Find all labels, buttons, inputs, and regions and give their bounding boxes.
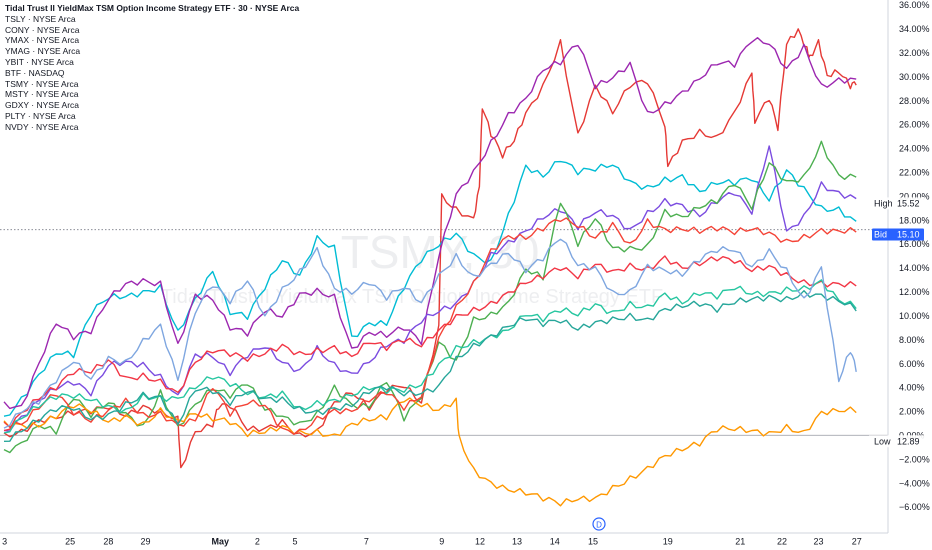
x-tick-label: 13 bbox=[512, 537, 522, 547]
x-tick-label: 2 bbox=[255, 537, 260, 547]
y-tick-label: 34.00% bbox=[899, 24, 930, 34]
series-line-ymag[interactable] bbox=[3, 145, 857, 432]
series-line-cony[interactable] bbox=[3, 160, 857, 417]
series-line-plty[interactable] bbox=[3, 290, 857, 442]
price-tag-bg bbox=[872, 228, 924, 241]
time-axis[interactable]: 3 25 28 29 May 2 5 7 9 12 13 14 15 19 21 22 23 27 bbox=[2, 537, 862, 547]
series-line-msty[interactable] bbox=[3, 217, 857, 435]
x-tick-label: 19 bbox=[663, 537, 673, 547]
y-tick-label: 8.00% bbox=[899, 335, 925, 345]
price-tag-bg bbox=[869, 435, 926, 448]
y-tick-label: 4.00% bbox=[899, 383, 925, 393]
y-tick-label: 26.00% bbox=[899, 120, 930, 130]
watermark-name: Tidal Trust II YieldMax TSM Option Incom… bbox=[161, 286, 663, 308]
x-tick-label: 12 bbox=[475, 537, 485, 547]
legend-item-tsly[interactable]: TSLY · NYSE Arca bbox=[5, 13, 76, 24]
price-tags: High 15.52 Bid 15.10 Low 12.89 bbox=[869, 197, 926, 448]
footer-icon[interactable]: D bbox=[592, 517, 606, 531]
price-tag-label: High bbox=[874, 199, 893, 209]
y-tick-label: −4.00% bbox=[899, 478, 930, 488]
y-tick-label: 32.00% bbox=[899, 48, 930, 58]
x-tick-label: 28 bbox=[103, 537, 113, 547]
legend-item-cony[interactable]: CONY · NYSE Arca bbox=[5, 24, 80, 35]
x-tick-label: 23 bbox=[814, 537, 824, 547]
price-axis[interactable]: 36.00% 34.00% 32.00% 30.00% 28.00% 26.00% 24.0… bbox=[0, 0, 930, 534]
x-tick-label: 14 bbox=[550, 537, 560, 547]
series-line-ymax[interactable] bbox=[3, 37, 857, 410]
legend-item-ymax[interactable]: YMAX · NYSE Arca bbox=[5, 35, 80, 46]
y-tick-label: 28.00% bbox=[899, 96, 930, 106]
legend-item-plty[interactable]: PLTY · NYSE Arca bbox=[5, 110, 76, 121]
price-tag-label: Low bbox=[874, 436, 891, 446]
y-tick-label: 14.00% bbox=[899, 263, 930, 273]
price-tag-low: Low 12.89 bbox=[869, 435, 926, 448]
series-line-tsmy[interactable] bbox=[3, 255, 857, 432]
y-tick-label: 2.00% bbox=[899, 407, 925, 417]
x-tick-label: 21 bbox=[735, 537, 745, 547]
legend-item-ybit[interactable]: YBIT · NYSE Arca bbox=[5, 56, 74, 67]
x-tick-label: 3 bbox=[2, 537, 7, 547]
y-tick-label: 12.00% bbox=[899, 287, 930, 297]
x-tick-label: 29 bbox=[140, 537, 150, 547]
legend-item-nvdy[interactable]: NVDY · NYSE Arca bbox=[5, 121, 79, 132]
y-tick-label: 30.00% bbox=[899, 72, 930, 82]
events-icon[interactable] bbox=[592, 517, 606, 531]
price-tag-bg bbox=[869, 197, 926, 210]
x-tick-label: 22 bbox=[777, 537, 787, 547]
y-tick-label: 16.00% bbox=[899, 239, 930, 249]
price-tag-high: High 15.52 bbox=[869, 197, 926, 210]
legend-item-gdxy[interactable]: GDXY · NYSE Arca bbox=[5, 100, 80, 111]
price-tag-label: Bid bbox=[874, 230, 887, 240]
series-lines bbox=[3, 28, 857, 507]
y-tick-label: −2.00% bbox=[899, 454, 930, 464]
x-tick-label: 15 bbox=[588, 537, 598, 547]
price-tag-bid: Bid 15.10 bbox=[872, 228, 924, 241]
y-tick-label: 18.00% bbox=[899, 215, 930, 225]
series-line-tsly[interactable] bbox=[3, 28, 857, 469]
y-tick-label: 20.00% bbox=[899, 191, 930, 201]
x-tick-label: May bbox=[211, 537, 229, 547]
events-icon-label: D bbox=[596, 520, 602, 529]
x-tick-label: 25 bbox=[65, 537, 75, 547]
y-tick-label: 24.00% bbox=[899, 144, 930, 154]
chart-title: Tidal Trust II YieldMax TSM Option Incom… bbox=[5, 3, 300, 13]
y-tick-label: 22.00% bbox=[899, 168, 930, 178]
series-line-nvdy[interactable] bbox=[3, 238, 857, 429]
x-tick-label: 5 bbox=[293, 537, 298, 547]
legend-item-msty[interactable]: MSTY · NYSE Arca bbox=[5, 89, 79, 100]
legend-item-tsmy[interactable]: TSMY · NYSE Arca bbox=[5, 78, 79, 89]
y-tick-label: 10.00% bbox=[899, 311, 930, 321]
x-tick-label: 9 bbox=[439, 537, 444, 547]
x-tick-label: 27 bbox=[852, 537, 862, 547]
y-tick-label: 6.00% bbox=[899, 359, 925, 369]
price-tag-value: 15.10 bbox=[897, 230, 920, 240]
price-tag-value: 12.89 bbox=[897, 436, 920, 446]
y-tick-label: −6.00% bbox=[899, 502, 930, 512]
legend-item-btf[interactable]: BTF · NASDAQ bbox=[5, 67, 65, 78]
y-tick-label: 36.00% bbox=[899, 0, 930, 10]
legend: Tidal Trust II YieldMax TSM Option Incom… bbox=[5, 3, 299, 133]
legend-item-ymag[interactable]: YMAG · NYSE Arca bbox=[5, 46, 81, 57]
price-tag-value: 15.52 bbox=[897, 199, 920, 209]
x-tick-label: 7 bbox=[364, 537, 369, 547]
series-line-btf[interactable] bbox=[3, 397, 857, 507]
reference-lines bbox=[0, 229, 888, 436]
